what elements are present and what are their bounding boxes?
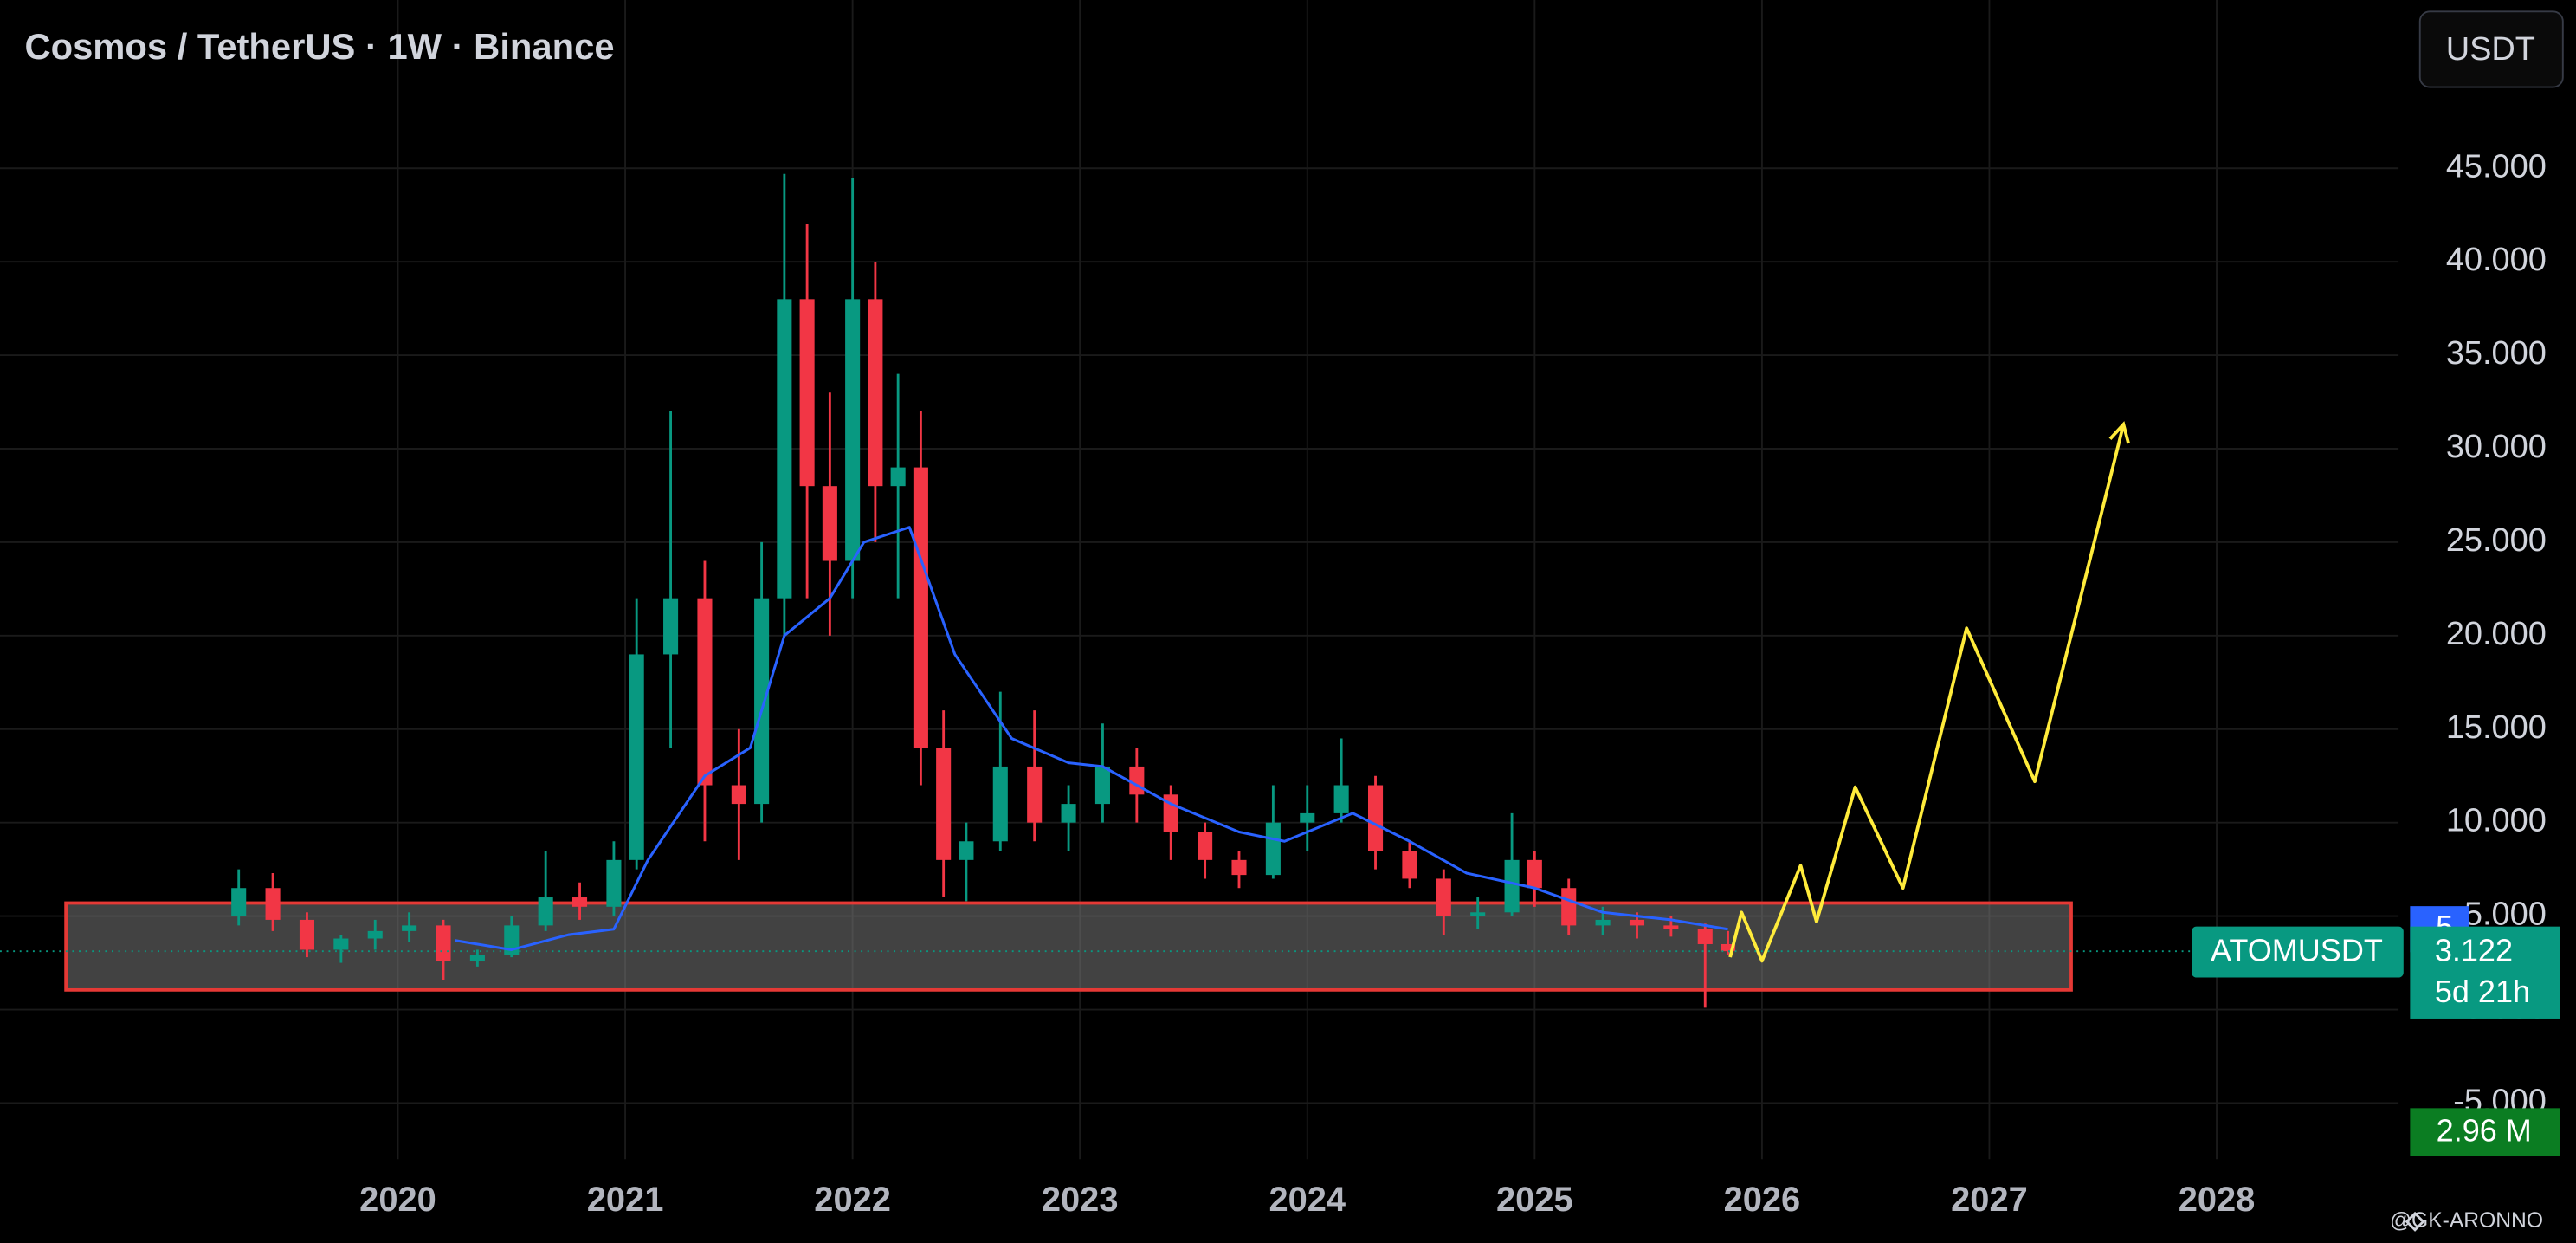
currency-button-label[interactable]: USDT bbox=[2446, 31, 2535, 68]
candle-body bbox=[845, 299, 861, 561]
watermark-icon bbox=[2405, 1211, 2425, 1232]
y-tick-label: 40.000 bbox=[2446, 242, 2547, 278]
y-tick-label: 25.000 bbox=[2446, 522, 2547, 559]
candle-body bbox=[1561, 888, 1577, 926]
candle-body bbox=[299, 919, 315, 950]
candle-body bbox=[822, 486, 837, 561]
candle-body bbox=[1333, 785, 1349, 813]
candle-body bbox=[265, 888, 281, 920]
volume-badge bbox=[2410, 1108, 2560, 1156]
price-badge bbox=[2410, 926, 2560, 1019]
x-tick-label: 2027 bbox=[1951, 1181, 2028, 1219]
candle-body bbox=[629, 654, 644, 860]
candle-body bbox=[231, 888, 247, 916]
candle-body bbox=[799, 299, 815, 487]
candle-body bbox=[936, 748, 952, 860]
price-badge-label: 3.122 bbox=[2435, 933, 2513, 968]
candle-body bbox=[1027, 766, 1043, 823]
currency-button[interactable] bbox=[2418, 10, 2564, 88]
candle-body bbox=[1367, 785, 1384, 851]
x-tick-label: 2028 bbox=[2179, 1181, 2256, 1219]
y-tick-label: 30.000 bbox=[2446, 429, 2547, 465]
candle-body bbox=[1504, 859, 1520, 913]
projection-arrowhead bbox=[2108, 421, 2130, 444]
candle-body bbox=[1061, 804, 1076, 823]
candle-body bbox=[663, 598, 679, 655]
y-tick-label: 5.000 bbox=[2464, 897, 2547, 933]
candle-body bbox=[1436, 878, 1451, 916]
y-tick-label: 10.000 bbox=[2446, 803, 2547, 839]
symbol-badge bbox=[2192, 926, 2404, 978]
candle-body bbox=[367, 930, 383, 939]
candle-body bbox=[469, 955, 485, 961]
candle-body bbox=[333, 938, 349, 950]
candle-body bbox=[1697, 929, 1713, 944]
candle-body bbox=[1663, 925, 1679, 929]
candle-body bbox=[731, 785, 746, 805]
candle-body bbox=[1094, 766, 1110, 805]
y-tick-label: 20.000 bbox=[2446, 616, 2547, 652]
candle-body bbox=[777, 299, 792, 599]
moving-average bbox=[454, 526, 1728, 951]
projection-path bbox=[1728, 424, 2126, 963]
candle-body bbox=[1300, 812, 1315, 823]
x-tick-label: 2022 bbox=[814, 1181, 891, 1219]
candle-body bbox=[1527, 859, 1542, 889]
candle-body bbox=[992, 766, 1008, 842]
volume-badge-label: 2.96 M bbox=[2437, 1112, 2532, 1148]
candle-body bbox=[913, 467, 928, 748]
support-zone bbox=[64, 901, 2073, 992]
candle-body bbox=[1629, 919, 1645, 926]
x-tick-label: 2026 bbox=[1724, 1181, 1801, 1219]
plot-area bbox=[0, 173, 2399, 1008]
candle-body bbox=[572, 897, 588, 907]
candle-body bbox=[1265, 822, 1281, 876]
candle-body bbox=[1163, 794, 1178, 832]
candle-body bbox=[754, 598, 770, 805]
x-tick-label: 2023 bbox=[1042, 1181, 1119, 1219]
x-tick-label: 2021 bbox=[587, 1181, 664, 1219]
candle-body bbox=[538, 897, 553, 926]
candle-body bbox=[697, 598, 713, 786]
axes: 45.000 40.000 35.000 30.000 25.000 20.000 15.0… bbox=[359, 148, 2560, 1219]
candle-body bbox=[1470, 912, 1486, 916]
candle-body bbox=[890, 467, 906, 487]
candle-body bbox=[1198, 832, 1213, 860]
symbol-badge-label: ATOMUSDT bbox=[2211, 933, 2383, 968]
candle-body bbox=[1720, 943, 1736, 952]
candle-body bbox=[868, 299, 883, 487]
candle-body bbox=[1595, 919, 1611, 926]
x-tick-label: 2025 bbox=[1496, 1181, 1573, 1219]
candle-body bbox=[1129, 766, 1145, 795]
y-tick-label: 35.000 bbox=[2446, 335, 2547, 372]
x-tick-label: 2024 bbox=[1269, 1181, 1346, 1219]
y-tick-label: 15.000 bbox=[2446, 709, 2547, 746]
candle-body bbox=[606, 859, 622, 907]
candle-body bbox=[1231, 859, 1247, 876]
chart-title: Cosmos / TetherUS · 1W · Binance bbox=[24, 26, 614, 67]
x-tick-label: 2020 bbox=[359, 1181, 436, 1219]
candle-body bbox=[402, 925, 417, 931]
candle-body bbox=[1402, 851, 1417, 879]
candle-body bbox=[436, 925, 451, 961]
y-tick-label: 45.000 bbox=[2446, 148, 2547, 185]
countdown-label: 5d 21h bbox=[2435, 974, 2530, 1009]
candle-body bbox=[959, 841, 974, 860]
